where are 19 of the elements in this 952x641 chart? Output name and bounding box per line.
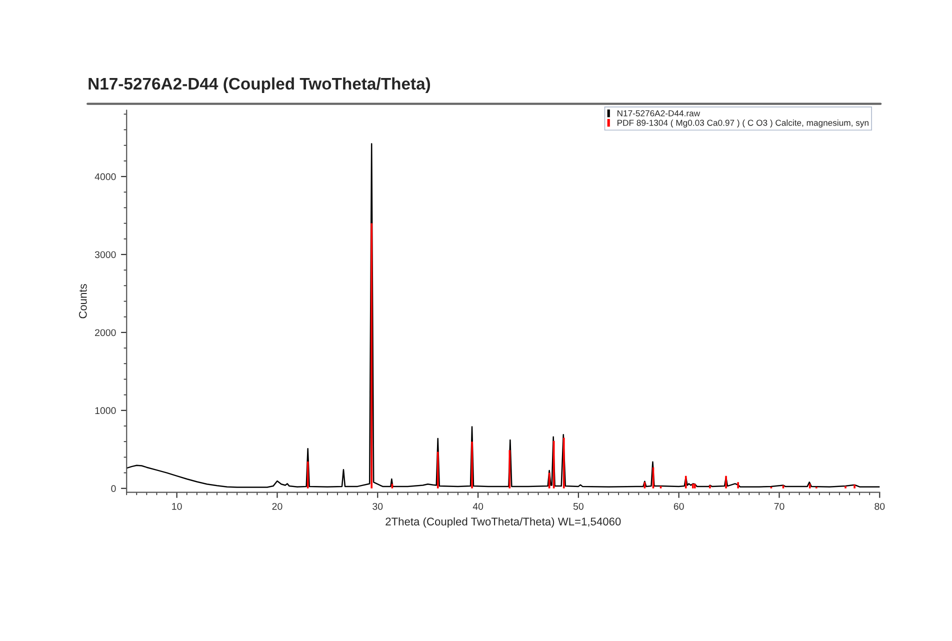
x-tick-label: 40 <box>472 502 484 510</box>
x-tick-label: 60 <box>674 502 684 510</box>
y-axis-title: Counts <box>78 284 87 318</box>
x-tick-label: 70 <box>774 502 784 510</box>
x-tick-label: 80 <box>874 502 885 510</box>
x-tick-label: 50 <box>573 502 584 510</box>
y-tick-label: 3000 <box>94 251 116 258</box>
chart-title: N17-5276A2-D44 (Coupled TwoTheta/Theta) <box>88 77 430 93</box>
x-tick-label: 20 <box>272 502 282 510</box>
x-tick-label: 30 <box>372 502 383 510</box>
y-tick-label: 0 <box>111 485 116 492</box>
line-series <box>126 143 880 488</box>
legend-label: PDF 89-1304 ( Mg0.03 Ca0.97 ) ( C O3 ) Calcite, magnesium, syn <box>618 120 868 128</box>
x-axis-title: 2Theta (Coupled TwoTheta/Theta) WL=1,54060 <box>386 517 621 528</box>
y-tick-label: 1000 <box>95 407 116 414</box>
y-tick-label: 4000 <box>94 173 116 180</box>
x-tick-label: 10 <box>172 502 182 510</box>
legend-label: N17-5276A2-D44.raw <box>618 110 700 116</box>
y-tick-label: 2000 <box>95 329 116 336</box>
